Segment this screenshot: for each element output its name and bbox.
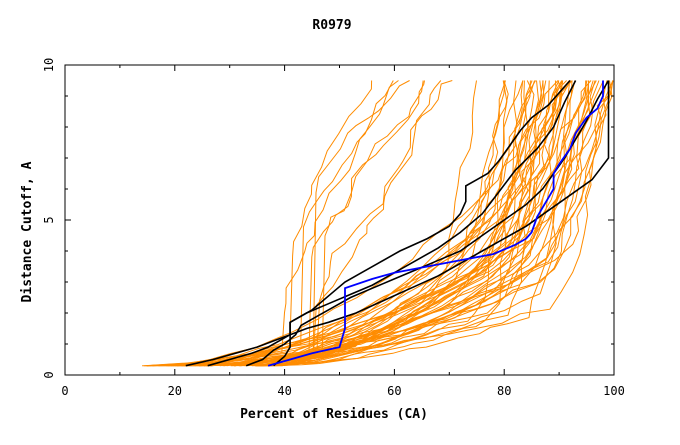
background-model-line <box>149 80 424 367</box>
background-model-line <box>219 80 442 367</box>
background-model-line <box>151 80 509 367</box>
y-tick-label: 0 <box>42 371 56 378</box>
background-model-line <box>203 80 399 367</box>
background-model-line <box>146 80 590 367</box>
background-model-line <box>144 80 547 367</box>
background-model-line <box>259 80 545 367</box>
background-model-line <box>247 80 425 367</box>
background-model-line <box>240 80 524 367</box>
background-model-line <box>262 80 563 367</box>
highlight-model-line <box>267 80 604 367</box>
background-model-line <box>261 80 570 367</box>
background-model-line <box>267 80 614 367</box>
x-axis-label: Percent of Residues (CA) <box>240 407 428 422</box>
reference-model-line <box>245 80 610 367</box>
x-tick-label: 40 <box>277 384 291 398</box>
y-tick-label: 5 <box>42 216 56 223</box>
plot-area <box>142 79 614 367</box>
reference-model-line <box>273 79 571 367</box>
reference-model-line <box>207 80 577 367</box>
background-model-line <box>168 80 613 367</box>
background-model-line <box>142 80 557 367</box>
background-model-line <box>255 80 535 367</box>
background-model-line <box>254 80 596 367</box>
x-tick-label: 20 <box>168 384 182 398</box>
x-tick-label: 0 <box>61 384 68 398</box>
background-model-line <box>234 80 567 367</box>
x-tick-label: 60 <box>387 384 401 398</box>
y-axis-label: Distance Cutoff, A <box>20 161 35 302</box>
x-tick-label: 80 <box>497 384 511 398</box>
background-model-line <box>185 80 573 367</box>
background-model-line <box>234 80 410 367</box>
background-model-line <box>194 80 394 367</box>
reference-model-line <box>185 80 610 367</box>
background-model-line <box>176 80 563 367</box>
background-model-line <box>260 80 508 367</box>
background-model-line <box>184 80 608 367</box>
background-model-line <box>270 80 576 367</box>
y-tick-label: 10 <box>42 58 56 72</box>
axes: 0 20 40 60 80 100 0 5 10 <box>42 58 625 398</box>
chart-title: R0979 <box>312 18 351 33</box>
background-model-line <box>173 80 373 367</box>
background-model-line <box>226 80 535 367</box>
x-tick-label: 100 <box>603 384 625 398</box>
